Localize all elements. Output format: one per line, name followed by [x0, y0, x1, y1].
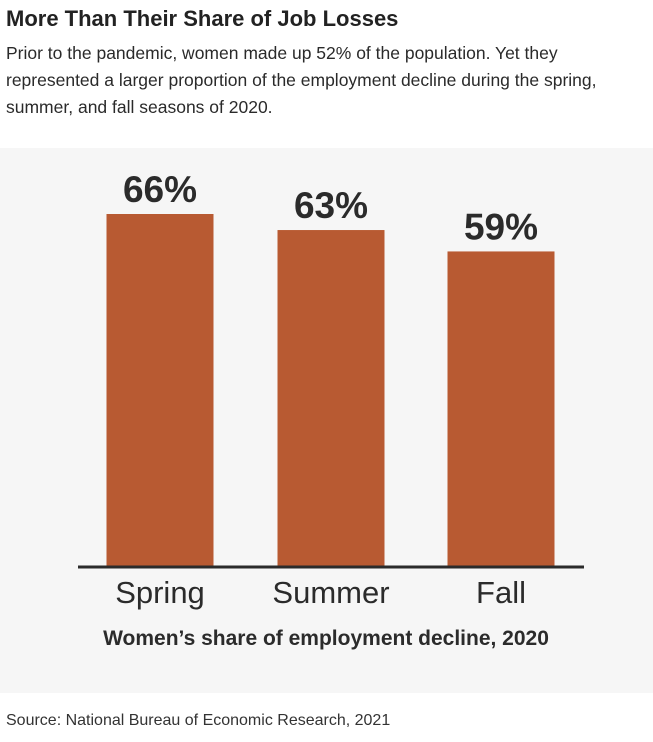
x-tick-label-fall: Fall [476, 575, 526, 610]
data-labels-layer: 66% 63% 59% [123, 169, 538, 247]
x-tick-labels-layer: Spring Summer Fall [115, 575, 526, 610]
bar-fall [447, 251, 555, 567]
data-label-fall: 59% [464, 206, 538, 247]
data-label-spring: 66% [123, 169, 197, 210]
x-tick-label-summer: Summer [272, 575, 389, 610]
bar-spring [106, 214, 214, 567]
chart-title: More Than Their Share of Job Losses [6, 6, 399, 31]
source-note: Source: National Bureau of Economic Rese… [6, 712, 391, 729]
x-tick-label-spring: Spring [115, 575, 205, 610]
bars-layer [106, 214, 555, 567]
bar-summer [277, 230, 385, 567]
x-axis-label: Women’s share of employment decline, 202… [103, 627, 549, 650]
chart-panel: 66% 63% 59% Spring Summer Fall Women’s share… [0, 148, 653, 693]
chart-subtitle: Prior to the pandemic, women made up 52%… [6, 43, 597, 117]
bar-chart: 66% 63% 59% Spring Summer Fall Women’s share… [78, 169, 584, 650]
data-label-summer: 63% [294, 185, 368, 226]
